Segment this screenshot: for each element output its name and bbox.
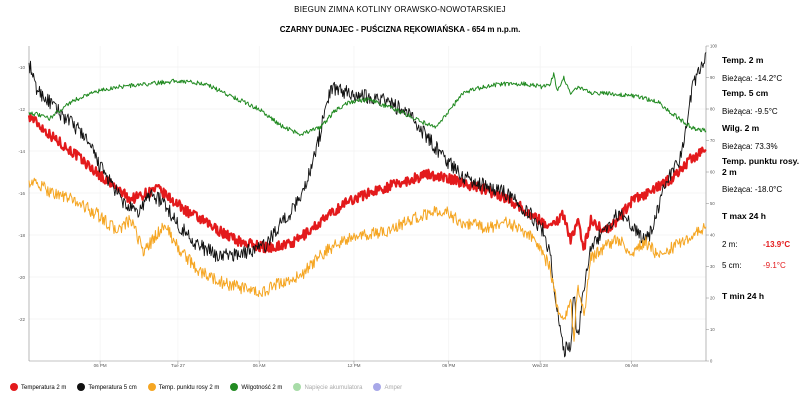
temp-2m-current: Bieżąca: -14.2°C bbox=[722, 74, 783, 83]
left-tick-label: -12 bbox=[18, 107, 25, 112]
legend-label: Temperatura 5 cm bbox=[88, 385, 137, 391]
right-tick-label: 100 bbox=[710, 44, 718, 49]
left-tick-label: -10 bbox=[18, 65, 25, 70]
tmax-2m-row: 2 m: -13.9°C bbox=[722, 239, 800, 250]
legend-item[interactable]: Amper bbox=[373, 383, 402, 391]
legend-swatch bbox=[373, 383, 382, 391]
tmax-5cm-label: 5 cm: bbox=[722, 261, 742, 270]
right-tick-label: 30 bbox=[710, 264, 715, 269]
right-tick-label: 60 bbox=[710, 170, 715, 175]
series-lines bbox=[27, 52, 707, 358]
x-tick-label: Wed 28 bbox=[532, 363, 548, 368]
temp-2m-heading: Temp. 2 m bbox=[722, 55, 764, 65]
left-tick-label: -16 bbox=[18, 191, 25, 196]
legend-item[interactable]: Wilgotność 2 m bbox=[230, 383, 282, 391]
legend-swatch bbox=[230, 383, 239, 391]
right-tick-label: 10 bbox=[710, 327, 715, 332]
dewpoint-current: Bieżąca: -18.0°C bbox=[722, 185, 783, 194]
legend-label: Napięcie akumulatora bbox=[304, 385, 363, 391]
chart-title: BIEGUN ZIMNA KOTLINY ORAWSKO-NOWOTARSKIE… bbox=[294, 5, 506, 14]
series-line-4 bbox=[28, 72, 707, 137]
x-tick-label: 06 PM bbox=[94, 363, 107, 368]
legend-label: Temp. punktu rosy 2 m bbox=[158, 385, 220, 391]
legend-swatch bbox=[77, 383, 86, 391]
x-tick-label: 06 AM bbox=[253, 363, 266, 368]
x-tick-label: 06 PM bbox=[442, 363, 455, 368]
right-tick-label: 20 bbox=[710, 296, 715, 301]
right-tick-label: 70 bbox=[710, 138, 715, 143]
temp-5cm-heading: Temp. 5 cm bbox=[722, 88, 769, 98]
tmax-2m-label: 2 m: bbox=[722, 240, 738, 249]
right-tick-label: 0 bbox=[710, 359, 713, 364]
tmax-heading: T max 24 h bbox=[722, 211, 766, 221]
legend-label: Temperatura 2 m bbox=[21, 385, 67, 391]
axes: -10 -12 -14 -16 -18 -20 -22 0 10 20 30 40 50 60 70 80 90… bbox=[18, 44, 717, 368]
humidity-heading: Wilg. 2 m bbox=[722, 123, 760, 133]
right-tick-label: 50 bbox=[710, 201, 715, 206]
temp-5cm-current: Bieżąca: -9.5°C bbox=[722, 107, 778, 116]
legend-label: Amper bbox=[384, 385, 403, 391]
legend-item[interactable]: Temperatura 5 cm bbox=[77, 383, 137, 391]
humidity-current: Bieżąca: 73.3% bbox=[722, 142, 778, 151]
legend-item[interactable]: Temp. punktu rosy 2 m bbox=[147, 383, 220, 391]
legend-swatch bbox=[10, 383, 18, 391]
x-tick-label: Tue 27 bbox=[171, 363, 185, 368]
right-tick-label: 90 bbox=[710, 75, 715, 80]
legend-swatch bbox=[293, 383, 302, 391]
left-tick-label: -14 bbox=[18, 149, 25, 154]
legend-item[interactable]: Temperatura 2 m bbox=[10, 383, 66, 391]
legend-label: Wilgotność 2 m bbox=[241, 385, 283, 391]
right-tick-label: 80 bbox=[710, 107, 715, 112]
legend: Temperatura 2 m Temperatura 5 cm Temp. pun… bbox=[10, 383, 413, 391]
legend-item[interactable]: Napięcie akumulatora bbox=[293, 383, 362, 391]
tmax-2m-value: -13.9°C bbox=[763, 240, 791, 249]
tmax-5cm-value: -9.1°C bbox=[763, 261, 786, 270]
left-tick-label: -20 bbox=[18, 275, 25, 280]
tmax-5cm-row: 5 cm: -9.1°C bbox=[722, 260, 800, 271]
side-panel: Temp. 2 m Bieżąca: -14.2°C Temp. 5 cm Bi… bbox=[722, 55, 800, 302]
series-line-3 bbox=[28, 177, 707, 342]
chart-subtitle: CZARNY DUNAJEC - PUŚCIZNA RĘKOWIAŃSKA - … bbox=[279, 25, 521, 34]
x-tick-label: 06 AM bbox=[625, 363, 638, 368]
tmin-heading: T min 24 h bbox=[722, 291, 765, 301]
series-line-2 bbox=[28, 52, 707, 358]
legend-swatch bbox=[147, 383, 156, 391]
left-tick-label: -18 bbox=[18, 233, 25, 238]
left-tick-label: -22 bbox=[18, 317, 25, 322]
right-tick-label: 40 bbox=[710, 233, 715, 238]
dewpoint-heading: Temp. punktu rosy. 2 m bbox=[722, 156, 800, 177]
series-line-1 bbox=[27, 112, 707, 254]
x-tick-label: 12 PM bbox=[347, 363, 360, 368]
